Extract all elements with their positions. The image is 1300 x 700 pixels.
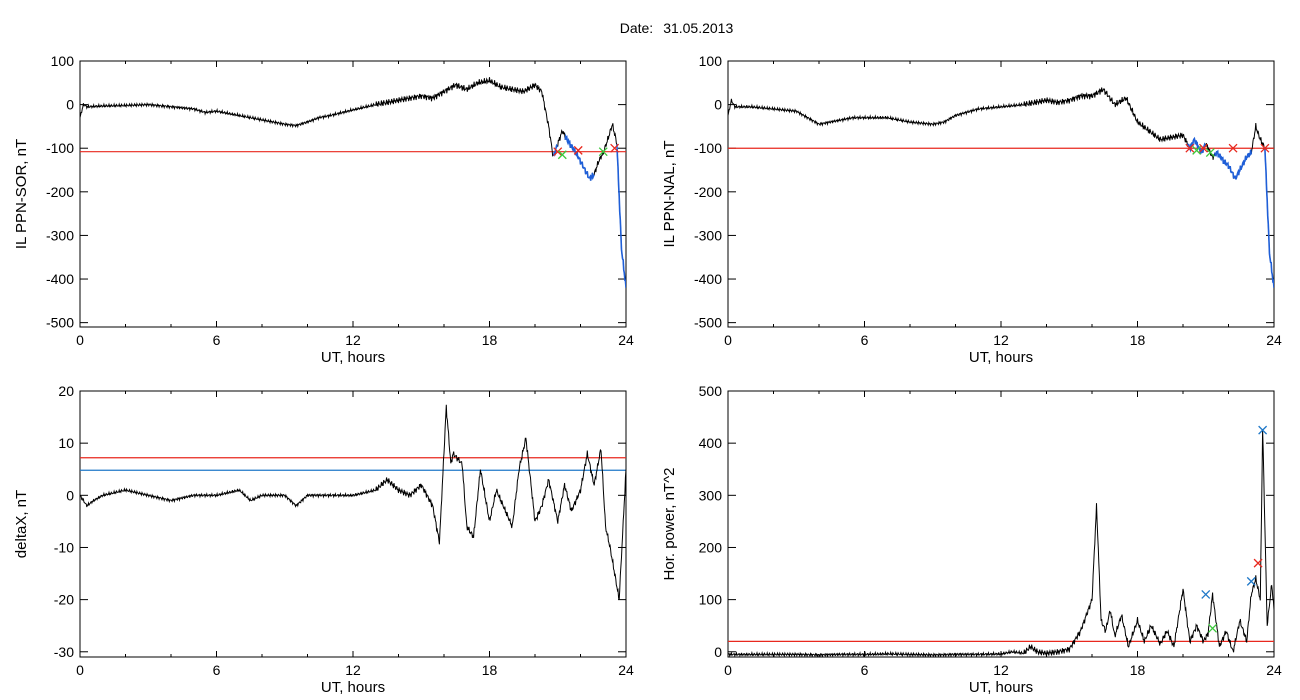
panel-top-right-xtick-label: 12 [993, 332, 1009, 348]
panel-bottom-right-marker-blue [1201, 589, 1211, 599]
panel-top-right-series-line [728, 87, 1274, 288]
panel-top-right-xtick-label: 18 [1130, 332, 1146, 348]
panel-top-left-ytick-label: 0 [66, 97, 74, 113]
panel-bottom-right-xtick-label: 24 [1266, 662, 1282, 678]
panel-top-right-marker-red [1185, 143, 1195, 153]
panel-bottom-left-ylabel: deltaX, nT [13, 490, 30, 558]
panel-bottom-right-xtick-label: 0 [724, 662, 732, 678]
panel-top-right-ytick-label: -500 [694, 315, 722, 331]
panel-top-right-highlight-segment [1186, 136, 1207, 155]
panel-bottom-right-ylabel: Hor. power, nT^2 [661, 468, 678, 581]
chart-title: Date: 31.05.2013 [0, 20, 1300, 36]
panel-bottom-right-series-line [728, 429, 1274, 657]
panel-bottom-right-ytick-label: 300 [699, 487, 723, 503]
panel-bottom-right-ytick-label: 200 [699, 539, 723, 555]
panel-top-left-marker-green [557, 150, 567, 160]
panel-top-left-xtick-label: 6 [213, 332, 221, 348]
panel-top-left-series-line [80, 77, 626, 288]
panel-bottom-left-xtick-label: 18 [482, 662, 498, 678]
panel-top-left-highlight-segment [616, 144, 626, 288]
panel-bottom-left-ytick-label: -20 [54, 592, 74, 608]
panel-bottom-right-marker-red [1253, 558, 1263, 568]
panel-bottom-left-ytick-label: 10 [58, 435, 74, 451]
panel-bottom-right-ytick-label: 500 [699, 383, 723, 399]
panel-top-right-marker-red [1199, 143, 1208, 153]
panel-bottom-left-ytick-label: -10 [54, 539, 74, 555]
panel-top-left-marker-red [553, 147, 563, 157]
panel-top-left-marker-green [598, 147, 608, 157]
panel-top-right-marker-green [1205, 148, 1215, 158]
panel-top-left-xtick-label: 18 [482, 332, 498, 348]
panel-top-left-ytick-label: 100 [51, 53, 75, 69]
panel-top-left-ylabel: IL PPN-SOR, nT [13, 139, 30, 249]
panel-top-right-ytick-label: -300 [694, 227, 722, 243]
panel-bottom-left-xtick-label: 6 [213, 662, 221, 678]
panel-top-left-marker-red [610, 143, 620, 153]
panel-top-right-marker-green [1192, 145, 1202, 155]
panel-top-right-ytick-label: 100 [699, 53, 723, 69]
panel-top-right-ytick-label: -400 [694, 271, 722, 287]
panel-top-left-ytick-label: -300 [46, 227, 74, 243]
panel-top-left-ytick-label: -400 [46, 271, 74, 287]
panel-bottom-left-xtick-label: 24 [618, 662, 634, 678]
panel-bottom-right-marker-green [1208, 623, 1218, 633]
panel-bottom-right-frame [727, 390, 1275, 658]
panel-bottom-right-ytick-label: 400 [699, 435, 723, 451]
panel-bottom-left-ytick-label: 20 [58, 383, 74, 399]
panel-bottom-left-xlabel: UT, hours [321, 679, 385, 696]
date-label: Date: [619, 20, 654, 36]
panel-bottom-left-frame [79, 390, 627, 658]
panel-bottom-right-xtick-label: 6 [861, 662, 869, 678]
panel-top-right-xtick-label: 6 [861, 332, 869, 348]
panel-bottom-right-ytick-label: 0 [714, 644, 722, 660]
panel-top-left-highlight-segment [564, 133, 595, 181]
panel-top-right-marker-red [1260, 143, 1270, 153]
panel-top-left-xtick-label: 0 [76, 332, 84, 348]
panel-top-right-marker-red [1228, 143, 1238, 153]
panel-top-right-highlight-segment [1214, 149, 1253, 180]
panel-bottom-right-xtick-label: 18 [1130, 662, 1146, 678]
panel-top-left-ytick-label: -200 [46, 184, 74, 200]
panel-top-left-xlabel: UT, hours [321, 349, 385, 366]
panel-top-left-marker-red [573, 145, 583, 155]
panel-bottom-left-series-line [80, 404, 626, 600]
panel-bottom-right-xlabel: UT, hours [969, 679, 1033, 696]
panel-top-left-xtick-label: 24 [618, 332, 634, 348]
panel-top-right-xtick-label: 0 [724, 332, 732, 348]
date-value: 31.05.2013 [663, 20, 734, 36]
panel-bottom-left-ytick-label: -30 [54, 644, 74, 660]
panel-top-right-ytick-label: 0 [714, 97, 722, 113]
panel-bottom-right-marker-blue [1246, 576, 1256, 586]
panel-bottom-left-xtick-label: 12 [345, 662, 361, 678]
panel-top-right-ylabel: IL PPN-NAL, nT [661, 141, 678, 248]
panel-top-left-ytick-label: -100 [46, 140, 74, 156]
panel-top-left-ytick-label: -500 [46, 315, 74, 331]
panel-bottom-left-ytick-label: 0 [66, 487, 74, 503]
panel-top-right-xtick-label: 24 [1266, 332, 1282, 348]
panel-bottom-right-marker-blue [1258, 425, 1268, 435]
panel-bottom-left-xtick-label: 0 [76, 662, 84, 678]
panel-top-right-frame [727, 60, 1275, 328]
panel-top-left-xtick-label: 12 [345, 332, 361, 348]
panel-top-right-xlabel: UT, hours [969, 349, 1033, 366]
panel-top-right-ytick-label: -100 [694, 140, 722, 156]
panel-top-right-ytick-label: -200 [694, 184, 722, 200]
panel-bottom-right-xtick-label: 12 [993, 662, 1009, 678]
panel-top-right-highlight-segment [1264, 148, 1274, 288]
panel-bottom-right-ytick-label: 100 [699, 592, 723, 608]
